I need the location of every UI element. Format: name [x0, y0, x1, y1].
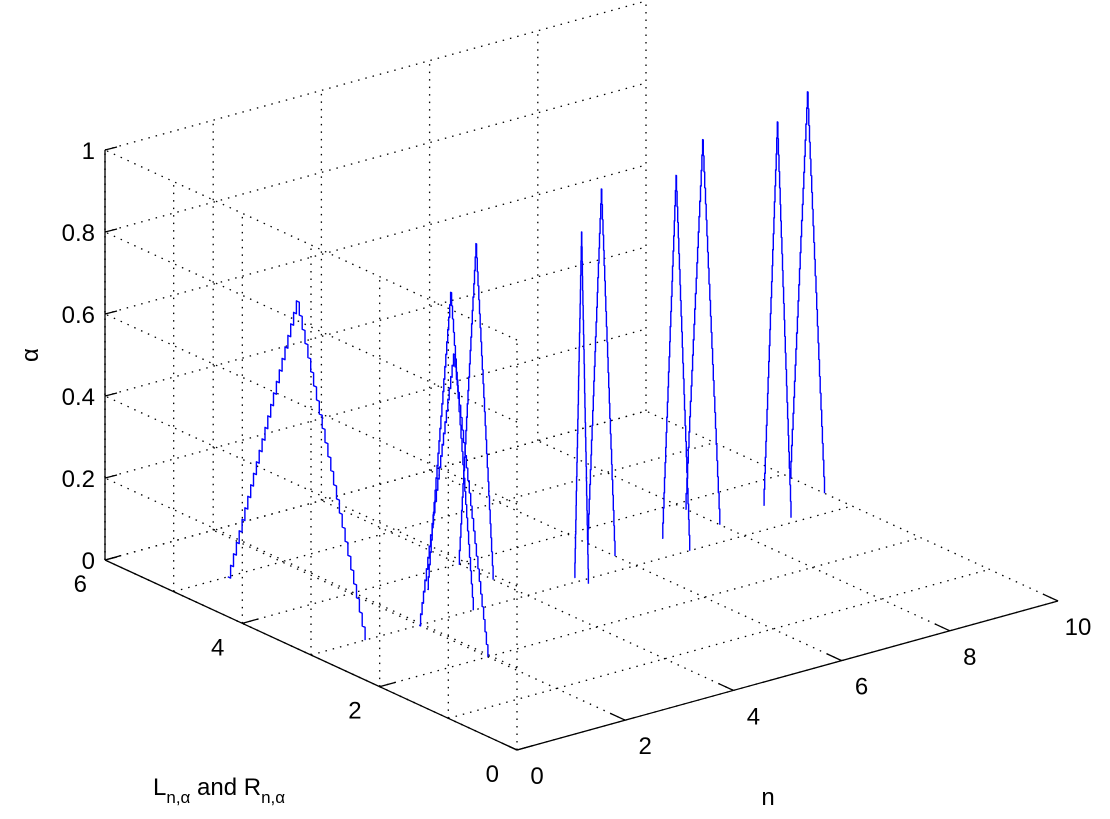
- y-tick-label: 4: [211, 634, 224, 661]
- grid-lines: [104, 0, 1059, 751]
- grid-wall-back-h: [104, 164, 647, 315]
- grid-floor-y: [173, 442, 715, 593]
- grid-wall-back-h: [104, 410, 647, 561]
- grid-floor-x: [212, 529, 626, 721]
- x-tick-label: 6: [855, 674, 868, 701]
- grid-wall-back-h: [104, 82, 647, 233]
- y-axis-label-L: L: [153, 774, 166, 801]
- grid-floor-x: [645, 410, 1059, 602]
- series-n-6: [587, 188, 616, 557]
- grid-floor-x: [537, 440, 951, 632]
- z-tick-label: 0.4: [62, 384, 95, 411]
- series-n-10: [789, 91, 826, 494]
- x-tick-label: 10: [1065, 614, 1092, 641]
- y-axis-label-sub1: n,α: [166, 788, 190, 807]
- series-n-5: [574, 231, 590, 584]
- z-axis-label: α: [17, 348, 44, 362]
- z-tick-label: 0: [82, 548, 95, 575]
- z-tick-label: 1: [82, 138, 95, 165]
- series-n-8: [685, 138, 721, 525]
- x-tick: [501, 742, 518, 751]
- axes: [104, 146, 1059, 751]
- series-n-9: [763, 121, 792, 518]
- y-axis-label-mid: and R: [190, 774, 261, 801]
- y-tick: [379, 681, 397, 688]
- z-tick: [104, 474, 118, 479]
- grid-floor-y: [310, 505, 853, 656]
- grid-floor-y: [448, 568, 990, 719]
- x-tick: [718, 682, 734, 691]
- z-tick: [104, 392, 118, 397]
- grid-floor-x: [321, 499, 734, 691]
- x-tick: [934, 623, 951, 632]
- grid-wall-left-h: [104, 313, 518, 505]
- x-tick-label: 4: [747, 703, 760, 730]
- grid-wall-left-h: [104, 231, 518, 423]
- grid-wall-back-h: [104, 0, 647, 151]
- series-n-3: [427, 291, 474, 611]
- x-tick-label: 8: [963, 644, 976, 671]
- x-axis-line: [516, 600, 1059, 751]
- z-tick-label: 0.2: [62, 466, 95, 493]
- x-tick: [609, 712, 626, 721]
- grid-floor-y: [379, 537, 921, 688]
- grid-wall-left-h: [104, 477, 518, 669]
- series-n-7: [661, 174, 691, 551]
- x-tick: [826, 653, 842, 662]
- y-axis-line: [104, 559, 518, 751]
- z-tick: [104, 228, 118, 233]
- z-tick: [104, 310, 118, 315]
- x-axis-label: n: [761, 784, 774, 811]
- z-tick: [104, 556, 118, 561]
- x-tick-label: 0: [530, 763, 543, 790]
- x-tick-label: 2: [639, 733, 652, 760]
- y-axis-label: Ln,α and Rn,α: [153, 774, 285, 807]
- y-tick-label: 2: [348, 698, 361, 725]
- y-tick: [242, 618, 259, 624]
- grid-wall-left-h: [104, 395, 518, 587]
- grid-floor-y: [242, 473, 784, 624]
- z-tick-label: 0.6: [62, 302, 95, 329]
- z-tick-label: 0.8: [62, 220, 95, 247]
- grid-wall-back-h: [104, 328, 647, 479]
- series-n-1: [227, 300, 366, 641]
- grid-wall-left-h: [104, 149, 518, 341]
- series-n-4: [458, 242, 494, 580]
- grid-floor-y: [104, 410, 647, 561]
- grid-wall-back-h: [104, 246, 647, 397]
- y-tick: [516, 744, 534, 751]
- series-lines: [227, 91, 826, 657]
- series-n-2: [418, 353, 489, 657]
- z-tick: [104, 146, 118, 151]
- y-axis-label-sub2: n,α: [261, 788, 285, 807]
- grid-floor-x: [429, 470, 842, 662]
- y-tick-label: 6: [74, 571, 87, 598]
- y-tick-label-zero: 0: [486, 761, 499, 788]
- x-tick: [1042, 593, 1059, 602]
